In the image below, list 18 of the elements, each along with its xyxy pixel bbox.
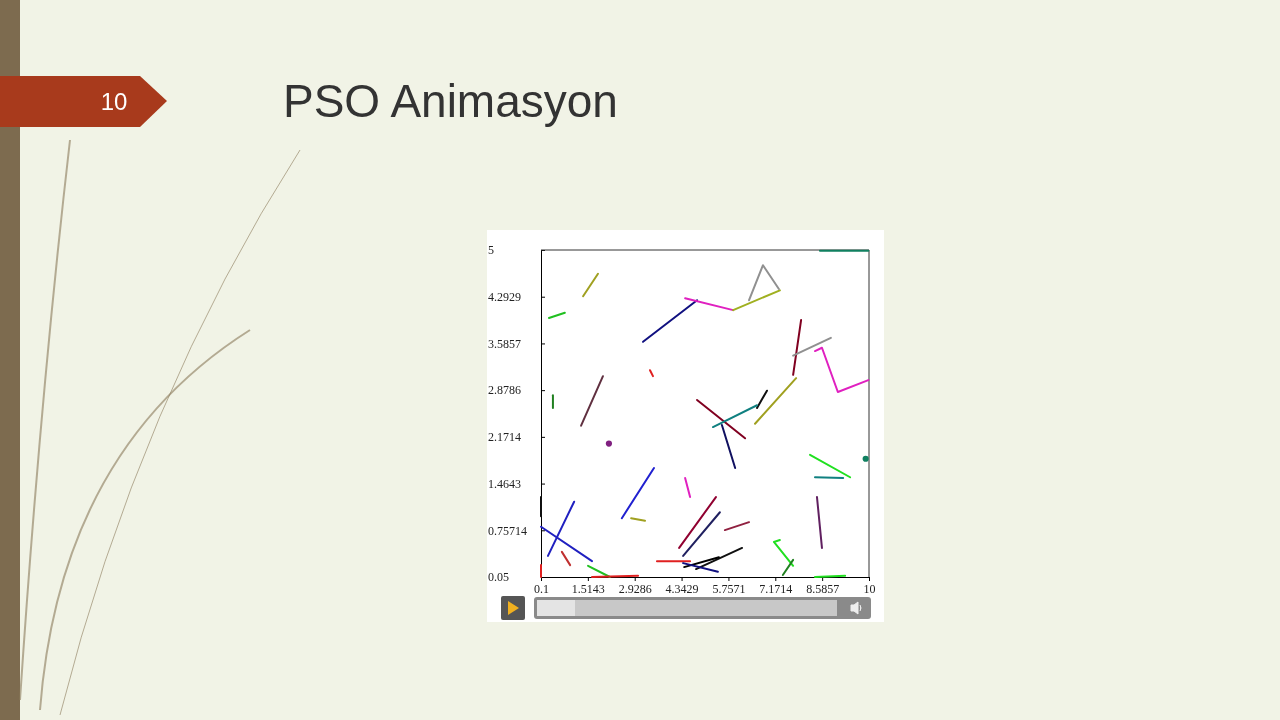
- x-tick-label: 10: [863, 581, 876, 596]
- y-tick-label: 5: [488, 243, 494, 258]
- y-tick-label: 0.75714: [488, 523, 527, 538]
- y-tick-label: 1.4643: [488, 476, 521, 491]
- x-tick-label: 0.1: [534, 581, 549, 596]
- x-tick-label: 1.5143: [571, 581, 605, 596]
- y-tick-label: 3.5857: [488, 336, 521, 351]
- text: 10: [100, 88, 128, 115]
- y-tick-label: 2.1714: [488, 430, 521, 445]
- y-tick-label: 2.8786: [488, 383, 521, 398]
- x-tick-label: 7.1714: [759, 581, 793, 596]
- x-tick-label: 5.7571: [712, 581, 746, 596]
- x-tick-label: 8.5857: [806, 581, 840, 596]
- y-tick-label: 0.05: [488, 570, 509, 585]
- y-tick-label: 4.2929: [488, 290, 521, 305]
- chart-title: PSO Animasyon: [283, 75, 618, 127]
- x-tick-label: 2.9286: [618, 581, 652, 596]
- x-tick-label: 4.3429: [665, 581, 699, 596]
